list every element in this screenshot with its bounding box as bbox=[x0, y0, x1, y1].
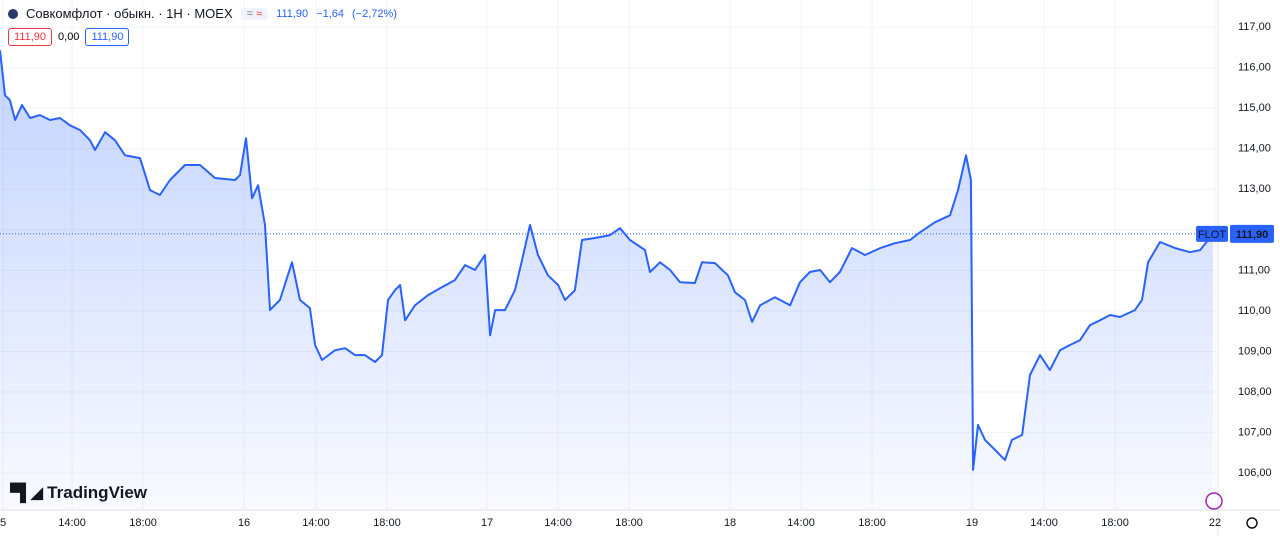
x-tick-label: 18:00 bbox=[615, 517, 643, 529]
symbol-icon bbox=[8, 8, 18, 19]
x-tick-label: 14:00 bbox=[1030, 517, 1058, 529]
y-tick-label: 110,00 bbox=[1238, 305, 1271, 317]
brand-logo: ▀▌◢ bbox=[10, 483, 43, 502]
buy-box[interactable]: 111,90 bbox=[85, 28, 130, 46]
y-tick-label: 116,00 bbox=[1238, 62, 1271, 74]
y-tick-label: 107,00 bbox=[1238, 426, 1272, 438]
x-tick-label: 22 bbox=[1209, 517, 1221, 529]
y-tick-label: 106,00 bbox=[1238, 467, 1272, 479]
ohlc-boxes: 111,90 0,00 111,90 bbox=[8, 28, 130, 46]
x-tick-label: 14:00 bbox=[544, 517, 572, 529]
ticker-label: FLOT bbox=[1198, 229, 1226, 241]
price-change-pct: (−2,72%) bbox=[352, 7, 397, 20]
x-tick-label: 18:00 bbox=[858, 517, 886, 529]
settings-icon[interactable] bbox=[1246, 517, 1258, 529]
x-tick-label: 18:00 bbox=[129, 517, 157, 529]
ticker-tag bbox=[1196, 225, 1228, 242]
alert-icon[interactable] bbox=[1205, 492, 1223, 510]
y-tick-label: 115,00 bbox=[1238, 102, 1271, 114]
y-tick-label: 117,00 bbox=[1238, 21, 1271, 33]
compare-pill[interactable]: = ≈ bbox=[240, 7, 269, 20]
x-tick-label: 18 bbox=[724, 517, 736, 529]
sell-box[interactable]: 111,90 bbox=[8, 28, 53, 46]
y-tick-label: 111,00 bbox=[1238, 264, 1270, 276]
x-tick-label: 19 bbox=[966, 517, 978, 529]
last-price: 111,90 bbox=[276, 7, 309, 20]
x-tick-label: 16 bbox=[238, 517, 250, 529]
chart-title[interactable]: Совкомфлот · обыкн. · 1H · MOEX bbox=[26, 6, 233, 21]
brand: ▀▌◢ TradingView bbox=[10, 483, 147, 503]
x-tick-label: 18:00 bbox=[373, 517, 401, 529]
brand-name: TradingView bbox=[47, 483, 147, 502]
price-tag bbox=[1230, 224, 1274, 243]
x-tick-label: 14:00 bbox=[58, 517, 86, 529]
x-tick-label: 5 bbox=[0, 517, 6, 529]
y-tick-label: 108,00 bbox=[1238, 386, 1272, 398]
y-tick-label: 113,00 bbox=[1238, 183, 1271, 195]
x-tick-label: 14:00 bbox=[787, 517, 815, 529]
header: Совкомфлот · обыкн. · 1H · MOEX = ≈ 111,… bbox=[8, 6, 397, 21]
y-tick-label: 114,00 bbox=[1238, 143, 1271, 155]
x-tick-label: 18:00 bbox=[1101, 517, 1129, 529]
x-tick-label: 14:00 bbox=[302, 517, 330, 529]
price-line bbox=[0, 50, 1214, 471]
price-change: −1,64 bbox=[316, 7, 345, 20]
x-tick-label: 17 bbox=[481, 517, 493, 529]
area bbox=[0, 50, 1214, 511]
price-tag-label: 111,90 bbox=[1236, 229, 1268, 241]
spread: 0,00 bbox=[58, 31, 80, 43]
y-tick-label: 109,00 bbox=[1238, 345, 1272, 357]
